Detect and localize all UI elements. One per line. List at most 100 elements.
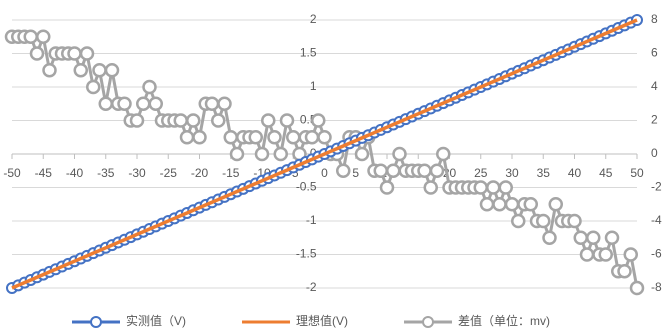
- marker: [436, 146, 451, 162]
- marker: [579, 247, 595, 262]
- marker: [504, 197, 520, 212]
- x-tick-label: -15: [222, 166, 240, 180]
- marker: [86, 79, 101, 95]
- marker: [42, 63, 57, 78]
- marker: [142, 79, 157, 95]
- marker: [423, 180, 438, 195]
- y2-tick-label: 8: [651, 12, 658, 26]
- marker: [573, 230, 588, 245]
- x-tick-label: 0: [321, 166, 328, 180]
- x-tick-label: -30: [128, 166, 146, 180]
- marker: [473, 180, 488, 195]
- marker: [104, 63, 120, 78]
- marker: [79, 46, 95, 61]
- y2-tick-label: -2: [651, 180, 662, 194]
- x-tick-label: -45: [35, 166, 53, 180]
- marker: [304, 130, 320, 145]
- marker: [567, 213, 582, 229]
- legend-label: 实测值（V): [126, 313, 186, 328]
- y-tick-label: -1: [306, 213, 317, 227]
- marker: [173, 113, 188, 128]
- marker: [279, 113, 295, 128]
- marker: [479, 197, 495, 212]
- marker: [179, 130, 195, 145]
- marker: [136, 96, 151, 111]
- marker: [492, 197, 507, 212]
- marker: [286, 130, 301, 145]
- marker: [392, 146, 407, 162]
- y-tick-label: 1: [310, 79, 317, 93]
- x-tick-label: 30: [505, 166, 519, 180]
- marker: [598, 247, 613, 262]
- marker: [267, 130, 282, 145]
- marker: [229, 146, 245, 162]
- marker: [92, 63, 107, 78]
- x-tick-label: 25: [474, 166, 488, 180]
- x-tick-label: 40: [568, 166, 582, 180]
- marker: [542, 230, 557, 245]
- marker: [248, 130, 263, 145]
- y2-tick-label: 6: [651, 46, 658, 60]
- y-tick-label: 1.5: [300, 46, 317, 60]
- y-tick-label: -2: [306, 280, 317, 294]
- marker: [29, 46, 45, 61]
- x-tick-label: -35: [97, 166, 115, 180]
- marker: [373, 163, 388, 178]
- marker: [254, 146, 270, 162]
- marker: [629, 280, 645, 296]
- marker: [417, 163, 432, 178]
- marker: [586, 230, 601, 245]
- marker: [548, 197, 563, 212]
- legend-marker: [90, 316, 102, 328]
- marker: [98, 96, 113, 111]
- marker: [223, 130, 238, 145]
- marker: [336, 163, 351, 178]
- marker: [429, 163, 445, 178]
- marker: [617, 264, 632, 279]
- x-tick-label: 50: [630, 166, 644, 180]
- marker: [129, 113, 145, 128]
- marker: [317, 130, 332, 145]
- marker: [192, 130, 207, 145]
- y-tick-label: -1.5: [296, 247, 317, 261]
- marker: [604, 230, 620, 245]
- marker: [498, 180, 513, 195]
- marker: [354, 146, 370, 162]
- x-tick-label: 45: [599, 166, 613, 180]
- marker: [36, 29, 51, 44]
- y2-tick-label: -4: [651, 213, 662, 227]
- x-tick-label: 5: [352, 166, 359, 180]
- marker: [73, 63, 88, 78]
- x-tick-label: 35: [537, 166, 551, 180]
- marker: [261, 113, 276, 128]
- y2-tick-label: -8: [651, 280, 662, 294]
- y2-tick-label: 2: [651, 113, 658, 127]
- marker: [379, 180, 395, 195]
- x-tick-label: -50: [3, 166, 21, 180]
- marker: [186, 113, 201, 128]
- x-tick-label: -20: [191, 166, 209, 180]
- marker: [217, 96, 232, 111]
- marker: [486, 180, 501, 195]
- marker: [204, 96, 220, 111]
- y-tick-label: -0.5: [296, 180, 317, 194]
- y-tick-label: 2: [310, 12, 317, 26]
- legend-label: 差值（单位：mv): [458, 313, 550, 328]
- marker: [523, 197, 538, 212]
- marker: [311, 113, 326, 128]
- x-tick-label: -40: [66, 166, 84, 180]
- marker: [67, 46, 82, 61]
- marker: [386, 163, 401, 178]
- marker: [273, 146, 288, 162]
- marker: [117, 96, 132, 111]
- x-tick-label: -25: [160, 166, 178, 180]
- y2-tick-label: -6: [651, 247, 662, 261]
- y2-tick-label: 0: [651, 146, 658, 160]
- legend-marker: [422, 316, 435, 328]
- marker: [536, 213, 551, 229]
- marker: [148, 96, 163, 111]
- series-line: [11, 18, 638, 290]
- marker: [511, 213, 526, 229]
- marker: [23, 29, 38, 44]
